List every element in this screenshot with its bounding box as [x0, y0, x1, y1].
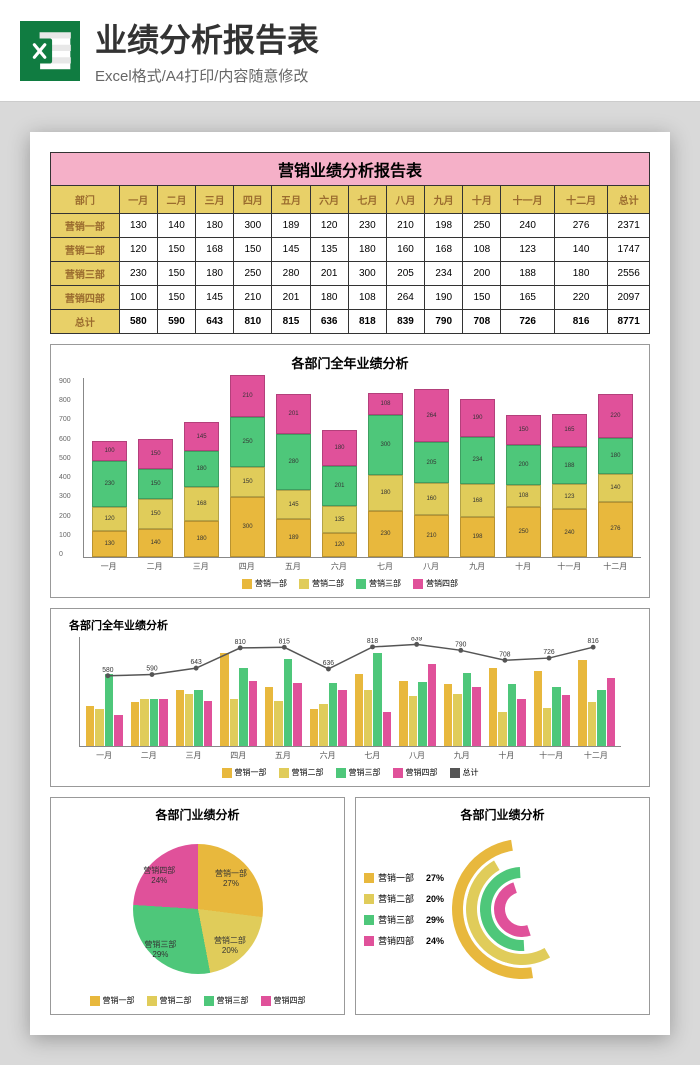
col-header: 九月: [425, 186, 463, 214]
bar-group: [399, 637, 436, 746]
col-header: 四月: [234, 186, 272, 214]
table-row: 总计58059064381081563681883979070872681687…: [51, 310, 650, 334]
pie-slice-label: 营销二部20%: [214, 935, 246, 955]
pie-slice-label: 营销一部27%: [215, 868, 247, 888]
bar-group: [534, 637, 571, 746]
bar-group: [355, 637, 392, 746]
legend-item: 营销四部: [393, 767, 438, 778]
legend-item: 营销三部: [336, 767, 381, 778]
legend-item: 营销二部20%: [364, 892, 444, 905]
bar-group: [176, 637, 213, 746]
col-header: 十一月: [501, 186, 554, 214]
radial-chart: 各部门业绩分析 营销一部27% 营销二部20% 营销三部29% 营销四部24%: [355, 797, 650, 1015]
bar-group: [489, 637, 526, 746]
legend-item: 营销四部: [413, 578, 458, 589]
table-row: 营销三部230150180250280201300205234200188180…: [51, 262, 650, 286]
col-header: 七月: [348, 186, 386, 214]
pie-slice-label: 营销四部24%: [143, 865, 175, 885]
legend-item: 总计: [450, 767, 479, 778]
stacked-column: 180168180145: [184, 422, 219, 557]
col-header: 总计: [608, 186, 650, 214]
legend-item: 营销一部: [222, 767, 267, 778]
table-row: 营销一部130140180300189120230210198250240276…: [51, 214, 650, 238]
legend-item: 营销二部: [299, 578, 344, 589]
legend-item: 营销二部: [147, 995, 192, 1006]
bar-group: [86, 637, 123, 746]
col-header: 一月: [119, 186, 157, 214]
legend-item: 营销三部: [204, 995, 249, 1006]
stacked-column: 198168234190: [460, 399, 495, 557]
col-header: 三月: [196, 186, 234, 214]
page-title: 业绩分析报告表: [95, 15, 680, 61]
legend-item: 营销四部: [261, 995, 306, 1006]
chart2-title: 各部门全年业绩分析: [59, 617, 641, 633]
legend-item: 营销一部: [90, 995, 135, 1006]
stacked-column: 240123188165: [552, 414, 587, 557]
page-subtitle: Excel格式/A4打印/内容随意修改: [95, 65, 680, 86]
bar-group: [310, 637, 347, 746]
stacked-column: 189145280201: [276, 394, 311, 557]
col-header: 十月: [463, 186, 501, 214]
col-header: 十二月: [554, 186, 607, 214]
legend-item: 营销二部: [279, 767, 324, 778]
legend-item: 营销四部24%: [364, 934, 444, 947]
stacked-column: 276140180220: [598, 394, 633, 557]
legend-item: 营销一部: [242, 578, 287, 589]
stacked-column: 120135201180: [322, 430, 357, 557]
col-header: 部门: [51, 186, 120, 214]
donut-title: 各部门业绩分析: [364, 806, 641, 823]
bar-group: [444, 637, 481, 746]
grouped-bar-chart: 各部门全年业绩分析 580590643810815636818839790708…: [50, 608, 650, 787]
bar-group: [220, 637, 257, 746]
stacked-column: 140150150150: [138, 439, 173, 557]
document-page: 营销业绩分析报告表 部门一月二月三月四月五月六月七月八月九月十月十一月十二月总计…: [30, 132, 670, 1035]
legend-item: 营销一部27%: [364, 871, 444, 884]
chart1-title: 各部门全年业绩分析: [59, 353, 641, 372]
stacked-bar-chart: 各部门全年业绩分析 0100200300400500600700800900 1…: [50, 344, 650, 598]
col-header: 六月: [310, 186, 348, 214]
bar-group: [265, 637, 302, 746]
bar-group: [131, 637, 168, 746]
legend-item: 营销三部29%: [364, 913, 444, 926]
data-table: 营销业绩分析报告表 部门一月二月三月四月五月六月七月八月九月十月十一月十二月总计…: [50, 152, 650, 334]
pie-slice-label: 营销三部29%: [144, 939, 176, 959]
table-title: 营销业绩分析报告表: [51, 153, 650, 186]
col-header: 八月: [386, 186, 424, 214]
pie-title: 各部门业绩分析: [59, 806, 336, 823]
bar-group: [578, 637, 615, 746]
stacked-column: 210160205264: [414, 389, 449, 557]
table-row: 营销二部120150168150145135180160168108123140…: [51, 238, 650, 262]
table-row: 营销四部100150145210201180108264190150165220…: [51, 286, 650, 310]
stacked-column: 300150250210: [230, 375, 265, 557]
legend-item: 营销三部: [356, 578, 401, 589]
stacked-column: 230180300108: [368, 393, 403, 557]
col-header: 五月: [272, 186, 310, 214]
pie-chart: 各部门业绩分析 营销一部27% 营销二部20% 营销三部29% 营销四部24% 营销一…: [50, 797, 345, 1015]
excel-icon: [20, 21, 80, 81]
col-header: 二月: [157, 186, 195, 214]
stacked-column: 130120230100: [92, 441, 127, 557]
stacked-column: 250108200150: [506, 415, 541, 557]
template-header: 业绩分析报告表 Excel格式/A4打印/内容随意修改: [0, 0, 700, 102]
